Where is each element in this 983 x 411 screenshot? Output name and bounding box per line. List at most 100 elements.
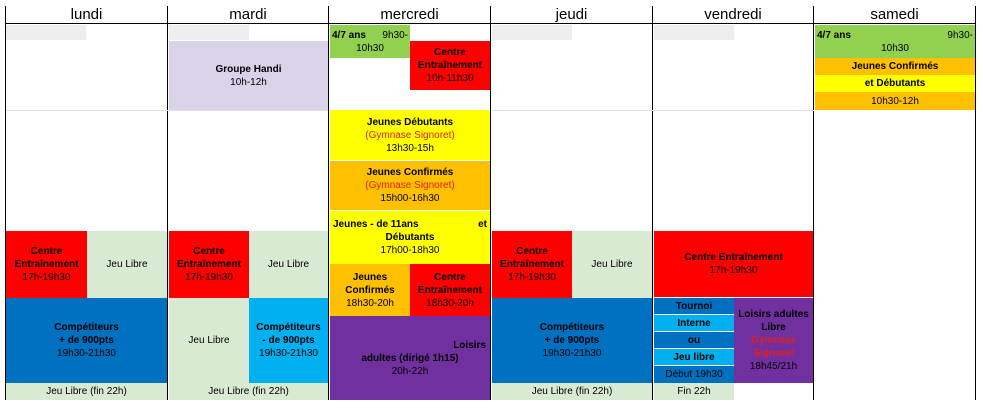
lundi-last-label: Jeu Libre (fin 22h) (46, 386, 127, 397)
jeudi-jeu-libre-fin[interactable]: Jeu Libre (fin 22h) (492, 383, 652, 400)
gray-band (654, 25, 734, 40)
jeudi-centre-entrainement[interactable]: Centre Entraînement 17h-19h30 (492, 231, 572, 298)
mardi-competiteurs[interactable]: Compétiteurs - de 900pts 19h30-21h30 (249, 298, 328, 383)
samedi-jeunes-confirmes-line1[interactable]: Jeunes Confirmés (815, 58, 975, 75)
mercredi-m11-time: 17h00-18h30 (380, 245, 440, 256)
mardi-comp-title: Compétiteurs (256, 322, 321, 333)
mercredi-deb-time: 13h30-15h (386, 142, 434, 154)
samedi-jeunes-confirmes-time[interactable]: 10h30-12h (815, 92, 975, 110)
day-header-vendredi: vendredi (653, 6, 814, 24)
mardi-ce-title: Centre Entraînement (177, 246, 241, 270)
gray-band (169, 25, 249, 40)
vendredi-loisirs-time: 18h45/21h (749, 361, 798, 372)
vendredi-ce-time: 17h-19h30 (709, 265, 758, 276)
vendredi-last-label: Fin 22h (677, 386, 711, 397)
column-mardi (168, 24, 329, 400)
mercredi-ce-time: 10h-11h30 (426, 73, 474, 84)
jeudi-jeu-libre-label: Jeu Libre (591, 259, 633, 270)
jeudi-jeu-libre[interactable]: Jeu Libre (572, 231, 652, 298)
grid-line (6, 110, 328, 111)
jeudi-comp-sub: + de 900pts (544, 335, 600, 346)
vendredi-debut-label: Début 19h30 (665, 369, 723, 380)
vendredi-ce-title: Centre Entraînement (684, 252, 783, 263)
samedi-jeunes-confirmes-line2[interactable]: et Débutants (815, 75, 975, 92)
lundi-centre-entrainement[interactable]: Centre Entraînement 17h-19h30 (6, 231, 87, 298)
vendredi-fin[interactable]: Fin 22h (654, 383, 734, 400)
mercredi-jeunes-debutants[interactable]: Jeunes Débutants (Gymnase Signoret) 13h3… (330, 110, 490, 161)
mercredi-jeunes-confirmes-2[interactable]: Jeunes Confirmés 18h30-20h (330, 264, 410, 316)
column-jeudi (491, 24, 653, 400)
jeudi-comp-title: Compétiteurs (539, 322, 605, 333)
mercredi-m11-title: Jeunes - de 11ans (333, 219, 419, 230)
samedi-jc-line1: Jeunes Confirmés (851, 61, 939, 72)
column-mercredi (329, 24, 491, 400)
mercredi-centre-entrainement-2[interactable]: Centre Entraînement 18h30-20h (410, 264, 490, 316)
vendredi-tournoi-label: Tournoi (675, 300, 713, 312)
mercredi-loisirs-adultes[interactable]: Loisirs adultes (dirigé 1h15) 20h-22h (330, 316, 490, 400)
samedi-4-7-ans[interactable]: 4/7 ans 9h30- 10h30 (815, 25, 975, 58)
column-lundi (5, 24, 168, 400)
mercredi-loisirs-title: Loisirs (453, 339, 486, 351)
lundi-jeu-libre[interactable]: Jeu Libre (87, 231, 167, 298)
day-header-samedi: samedi (814, 6, 976, 24)
mardi-comp-sub: - de 900pts (262, 335, 315, 346)
vendredi-centre-entrainement[interactable]: Centre Entraînement 17h-19h30 (654, 231, 813, 297)
jeudi-ce-time: 17h-19h30 (508, 272, 556, 283)
vendredi-loisirs-place1: Gymnase (750, 335, 797, 346)
mardi-jeu-libre-label: Jeu Libre (267, 259, 310, 270)
vendredi-interne-label: Interne (677, 317, 711, 329)
lundi-competiteurs[interactable]: Compétiteurs + de 900pts 19h30-21h30 (6, 298, 167, 383)
grid-line (492, 110, 814, 111)
mercredi-jeunes-confirmes[interactable]: Jeunes Confirmés (Gymnase Signoret) 15h0… (330, 161, 490, 211)
mercredi-a47-time2: 10h30 (356, 42, 384, 54)
vendredi-interne[interactable]: Interne (654, 315, 734, 332)
lundi-ce-title: Centre Entraînement (14, 246, 79, 270)
mercredi-m11-et: et (478, 219, 487, 230)
mardi-comp-time: 19h30-21h30 (259, 348, 318, 359)
lundi-jeu-libre-fin[interactable]: Jeu Libre (fin 22h) (6, 383, 167, 400)
vendredi-loisirs-title: Loisirs adultes (738, 309, 809, 320)
mardi-handi-time: 10h-12h (230, 76, 267, 88)
gray-band (492, 25, 572, 40)
mardi-jeu-libre-2[interactable]: Jeu Libre (169, 298, 249, 383)
mardi-jeu-libre[interactable]: Jeu Libre (249, 231, 328, 298)
day-header-jeudi: jeudi (491, 6, 653, 24)
vendredi-tournoi[interactable]: Tournoi (654, 298, 734, 315)
mercredi-centre-entrainement[interactable]: Centre Entraînement 10h-11h30 (410, 41, 490, 90)
mardi-jeu-libre-fin[interactable]: Jeu Libre (fin 22h) (169, 383, 328, 400)
mercredi-m11-sub: Débutants (385, 232, 435, 243)
mardi-last-label: Jeu Libre (fin 22h) (208, 386, 289, 397)
samedi-a47-time2: 10h30 (881, 42, 909, 54)
mercredi-conf-title: Jeunes Confirmés (366, 167, 454, 178)
lundi-comp-sub: + de 900pts (59, 335, 114, 346)
mercredi-a47-label: 4/7 ans (332, 29, 366, 41)
day-header-mercredi: mercredi (329, 6, 491, 24)
jeudi-ce-title: Centre Entraînement (500, 246, 564, 270)
mercredi-4-7-ans[interactable]: 4/7 ans 9h30- 10h30 (330, 25, 410, 58)
vendredi-jeu-libre[interactable]: Jeu libre (654, 349, 734, 366)
column-samedi (814, 24, 976, 400)
samedi-jc-line2: et Débutants (864, 78, 926, 89)
samedi-a47-label: 4/7 ans (817, 29, 851, 41)
lundi-ce-time: 17h-19h30 (22, 272, 71, 283)
jeudi-last-label: Jeu Libre (fin 22h) (531, 386, 613, 397)
vendredi-ou-label: ou (687, 334, 701, 346)
mercredi-loisirs-sub: adultes (dirigé 1h15) (361, 352, 459, 364)
mercredi-ce2-time: 18h30-20h (426, 297, 474, 309)
vendredi-debut[interactable]: Début 19h30 (654, 366, 734, 383)
mercredi-jc-time: 18h30-20h (346, 297, 394, 309)
samedi-jc-time: 10h30-12h (871, 95, 919, 107)
mercredi-jc-title1: Jeunes (352, 271, 388, 283)
mardi-groupe-handi[interactable]: Groupe Handi 10h-12h (169, 41, 328, 110)
column-vendredi (653, 24, 814, 400)
mardi-jeu-libre-2-label: Jeu Libre (188, 335, 230, 346)
jeudi-competiteurs[interactable]: Compétiteurs + de 900pts 19h30-21h30 (492, 298, 652, 383)
mercredi-conf-place: (Gymnase Signoret) (365, 180, 455, 191)
jeudi-comp-time: 19h30-21h30 (542, 348, 602, 359)
mercredi-jeunes-moins-11ans[interactable]: Jeunes - de 11ans et Débutants 17h00-18h… (330, 211, 490, 264)
vendredi-ou[interactable]: ou (654, 332, 734, 349)
vendredi-loisirs-adultes[interactable]: Loisirs adultes Libre Gymnase Signoret 1… (734, 298, 813, 383)
mardi-centre-entrainement[interactable]: Centre Entraînement 17h-19h30 (169, 231, 249, 298)
samedi-a47-time1: 9h30- (947, 29, 973, 41)
lundi-comp-time: 19h30-21h30 (57, 348, 116, 359)
